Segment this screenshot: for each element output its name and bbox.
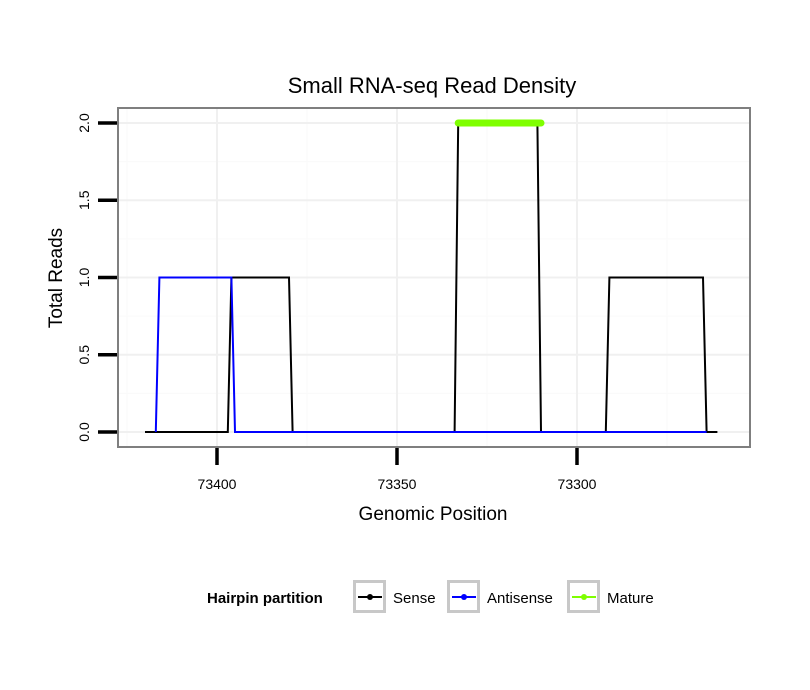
y-tick-label: 2.0 bbox=[76, 113, 92, 133]
y-tick-label: 0.5 bbox=[76, 345, 92, 365]
legend-label-sense: Sense bbox=[393, 590, 436, 607]
legend-title: Hairpin partition bbox=[207, 590, 323, 607]
legend: Hairpin partition Sense Antisense Mature bbox=[207, 580, 654, 613]
legend-item-sense: Sense bbox=[353, 580, 436, 613]
x-tick-label: 73400 bbox=[198, 476, 237, 492]
x-tick-label: 73300 bbox=[558, 476, 597, 492]
plot-panel-border bbox=[117, 107, 751, 448]
x-tick-label: 73350 bbox=[378, 476, 417, 492]
legend-item-mature: Mature bbox=[567, 580, 654, 613]
legend-label-mature: Mature bbox=[607, 590, 654, 607]
y-axis-title: Total Reads bbox=[46, 228, 67, 328]
y-tick-label: 0.0 bbox=[76, 422, 92, 442]
series-line-antisense bbox=[154, 276, 707, 433]
legend-key-box bbox=[447, 580, 480, 613]
legend-key-marker bbox=[581, 594, 587, 600]
chart-title: Small RNA-seq Read Density bbox=[288, 73, 577, 98]
legend-key-marker bbox=[461, 594, 467, 600]
legend-key-marker bbox=[367, 594, 373, 600]
series-lines bbox=[145, 119, 718, 433]
legend-item-antisense: Antisense bbox=[447, 580, 553, 613]
x-axis-title: Genomic Position bbox=[359, 504, 508, 525]
y-tick-label: 1.0 bbox=[76, 268, 92, 288]
axes: 0.0 0.5 1.0 1.5 2.0 73400 73350 73300 bbox=[76, 113, 597, 492]
y-tick-label: 1.5 bbox=[76, 190, 92, 210]
legend-label-antisense: Antisense bbox=[487, 590, 553, 607]
